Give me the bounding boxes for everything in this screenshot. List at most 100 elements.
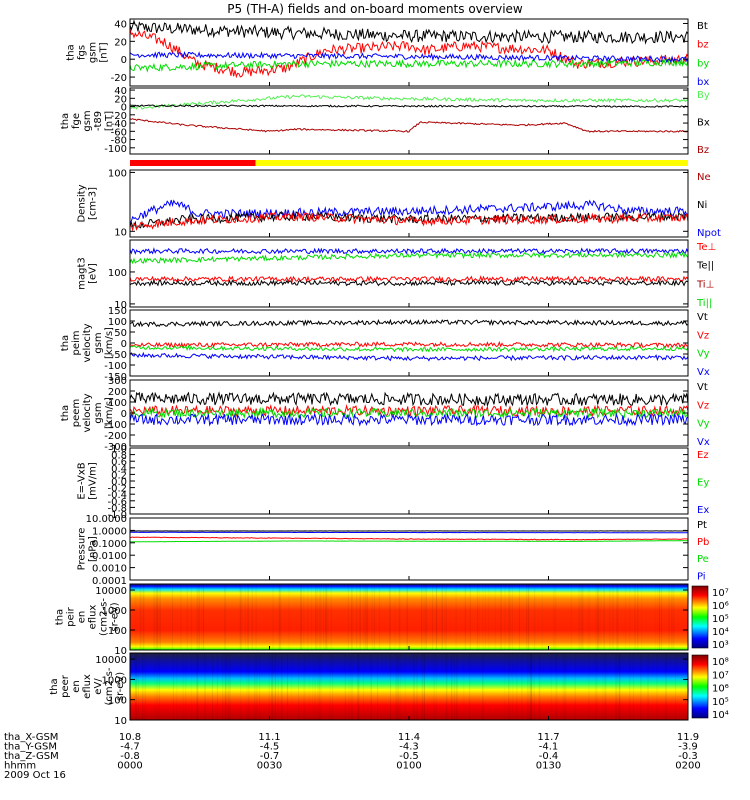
y-axis-label: fgs [77,45,88,60]
x-row-label: tha_Y-GSM [4,742,57,753]
y-tick-label: 1000 [102,606,127,617]
colorbar-tick-label: 10⁶ [712,684,729,695]
colorbar-tick-label: 10⁶ [712,601,729,612]
y-axis-label: tha [49,678,60,694]
y-axis-label: E=-VxB [77,462,88,499]
series-pressure-Pi [130,531,688,534]
y-axis-label: (cm2-s- [104,667,115,705]
y-tick-label: 100 [108,317,127,328]
x-row-label: hhmm [4,761,36,772]
x-tick-label: 11.4 [398,732,420,743]
x-tick-label: 11.9 [677,732,699,743]
y-tick-label: -100 [104,144,127,155]
y-tick-label: -0.2 [107,484,127,495]
x-tick-label: 11.1 [258,732,280,743]
x-tick-label: 0130 [536,761,561,772]
y-axis-label: en [77,611,88,624]
legend-Pi: Pi [697,571,706,582]
legend-Vy: Vy [697,419,710,430]
y-axis-label: gsm [93,332,104,353]
legend-Ni: Ni [697,200,707,211]
y-tick-label: -100 [104,361,127,372]
legend-Npot: Npot [697,228,721,239]
y-tick-label: 10 [114,300,127,311]
legend-Ex: Ex [697,505,709,516]
figure-title: P5 (TH-A) fields and on-board moments ov… [227,2,523,16]
series-density-Npot [129,199,688,224]
series-fge-Bz [129,118,689,133]
series-fge-By [129,94,689,110]
legend-Vy: Vy [697,349,710,360]
legend-Bx: Bx [697,118,710,129]
date-label: 2009 Oct 16 [4,770,66,781]
x-tick-label: -0.7 [260,751,280,762]
x-tick-label: 0200 [675,761,700,772]
y-axis-label: tha [60,335,71,351]
y-tick-label: 200 [108,387,127,398]
x-tick-label: -3.9 [678,742,698,753]
y-axis-label: [km/s] [104,327,115,359]
x-row-label: tha_X-GSM [4,732,58,743]
series-temp-Ti⊥ [129,247,689,256]
y-tick-label: 0.6 [111,457,127,468]
x-tick-label: -0.3 [678,751,698,762]
y-axis-label: peim [71,330,82,355]
legend-Vz: Vz [697,330,709,341]
legend-By: By [697,90,710,101]
orbit-bar-red [130,160,256,166]
colorbar-tick-label: 10⁸ [712,657,729,668]
series-peem-Vt [129,391,689,408]
y-tick-label: -0.6 [107,497,127,508]
fgs-frame [129,18,689,87]
y-axis-label: [km/s] [104,397,115,429]
y-axis-label: sr-eV) [115,672,126,701]
x-row-label: tha_Z-GSM [4,751,59,762]
y-tick-label: -50 [111,350,127,361]
panel-temp: 100 10 magt3 [eV] Te⊥ Te|| Ti⊥ Ti|| [77,239,716,311]
series-peem-Vx [129,412,689,428]
y-tick-label: -150 [104,372,127,383]
y-tick-label: 0.4 [111,464,127,475]
y-tick-label: 50 [114,328,127,339]
y-axis-label: gsm [93,402,104,423]
x-tick-label: 0100 [396,761,421,772]
fge-frame [129,87,689,155]
series-pressure-Pe [129,540,689,543]
legend-Te⊥: Te⊥ [696,242,716,253]
x-tick-label: 11.7 [537,732,559,743]
y-axis-label: [eV] [88,263,99,284]
y-tick-label: 10.0000 [86,514,127,525]
colorbar-tick-label: 10⁵ [712,697,729,708]
y-tick-label: 10000 [95,586,127,597]
y-tick-label: 300 [108,376,127,387]
series-temp-Te|| [129,279,689,287]
y-axis-label: sr-eV) [110,602,121,631]
panel-density: 100 10 Density [cm-3] Ne Ni Npot [77,168,721,239]
y-tick-label: 10 [114,716,127,727]
peir-colorbar: 10⁷ 10⁶ 10⁵ 10⁴ 10³ [691,585,729,651]
y-tick-label: 0.2 [111,470,127,481]
y-tick-label: -20 [111,111,127,122]
y-axis-label: peir [66,606,77,626]
series-fgs-Bt [129,19,689,45]
y-tick-label: 0.0010 [92,564,127,575]
legend-Ti||: Ti|| [696,298,712,309]
y-axis-label: magt3 [77,257,88,290]
y-tick-label: 0 [121,55,127,66]
y-tick-label: 0.0001 [92,576,127,587]
y-axis-label: [nPa] [88,536,99,562]
y-tick-label: 40 [114,19,127,30]
y-tick-label: -100 [104,420,127,431]
panel-efield: 1.00.80.60.40.20.0-0.2-0.4-0.6-0.8-1.0 E=… [77,444,710,521]
legend-Vx: Vx [697,367,710,378]
y-axis-label: -t89 [93,111,104,131]
colorbar-tick-label: 10³ [712,640,729,651]
peer-spectrogram [130,653,688,720]
y-tick-label: 0.0 [111,477,127,488]
legend-Vz: Vz [697,400,709,411]
legend-Ne: Ne [697,172,711,183]
series-fgs-bx [129,50,689,63]
y-axis-label: velocity [82,393,93,432]
y-tick-label: 0 [121,339,127,350]
